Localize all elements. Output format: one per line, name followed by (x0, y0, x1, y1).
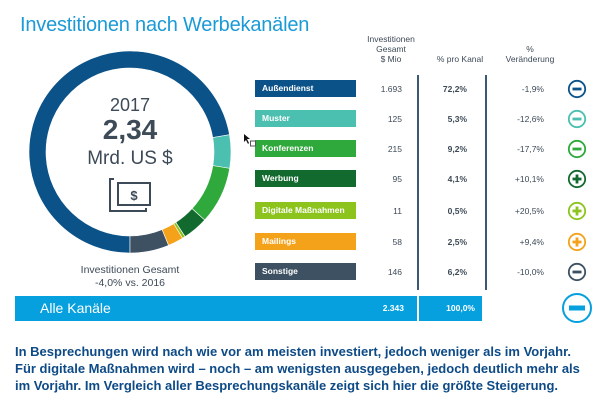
donut-slice-sonstige (129, 229, 169, 254)
cell-invest: 146 (387, 267, 402, 277)
header-investitionen: Investitionen Gesamt $ Mio (356, 34, 426, 64)
cell-change: -12,6% (517, 114, 544, 124)
summary-text: In Besprechungen wird nach wie vor am me… (15, 344, 580, 393)
total-row-divider (485, 296, 487, 321)
center-year: 2017 (109, 95, 151, 115)
donut-slice-konferenzen (191, 165, 231, 221)
cell-share: 9,2% (447, 144, 467, 154)
cell-change: +20,5% (514, 206, 544, 216)
center-total-value: 2,34 (102, 114, 158, 145)
minus-circle-icon (567, 139, 587, 159)
cell-invest: 11 (393, 206, 402, 216)
header-change: % Veränderung (490, 44, 570, 64)
header-invest-line2: Gesamt (376, 44, 406, 54)
total-row-share: 100,0% (446, 303, 475, 313)
channel-label: Außendienst (255, 80, 356, 97)
center-unit: Mrd. US $ (87, 148, 173, 169)
svg-text:$: $ (130, 188, 138, 203)
donut-slice-muster (212, 134, 232, 169)
cell-change: +9,4% (519, 237, 544, 247)
cell-share: 6,2% (447, 267, 467, 277)
cell-invest: 215 (387, 144, 402, 154)
total-caption: Investitionen Gesamt -4,0% vs. 2016 (40, 264, 220, 290)
plus-circle-icon (567, 232, 587, 252)
channel-label: Sonstige (255, 263, 356, 280)
minus-circle-icon (567, 79, 587, 99)
cell-invest: 125 (387, 114, 402, 124)
header-share: % pro Kanal (436, 54, 484, 64)
cell-invest: 1.693 (380, 84, 402, 94)
total-row-divider (417, 296, 419, 321)
cell-share: 0,5% (447, 206, 467, 216)
total-caption-change: -4,0% vs. 2016 (94, 277, 166, 289)
total-row (15, 296, 482, 321)
cell-share: 4,1% (447, 174, 467, 184)
plus-circle-icon (567, 169, 587, 189)
header-invest-line3: $ Mio (380, 54, 402, 64)
total-row-change: -4.0% (522, 303, 545, 313)
total-caption-label: Investitionen Gesamt (80, 264, 180, 276)
total-row-label: Alle Kanäle (40, 300, 111, 316)
cell-change: -1,9% (521, 84, 544, 94)
header-change-line1: % (526, 44, 534, 54)
mouse-cursor-icon (244, 134, 256, 147)
channel-label: Mailings (255, 233, 356, 250)
header-change-line2: Veränderung (505, 54, 555, 64)
header-invest-line1: Investitionen (367, 34, 415, 44)
minus-circle-icon (567, 262, 587, 282)
cell-share: 5,3% (447, 114, 467, 124)
donut-chart (28, 50, 232, 254)
cell-share: 72,2% (442, 84, 467, 94)
minus-circle-icon (562, 293, 592, 323)
channel-label: Konferenzen (255, 140, 356, 157)
cell-invest: 58 (392, 237, 402, 247)
plus-circle-icon (567, 201, 587, 221)
cell-share: 2,5% (447, 237, 467, 247)
cell-change: +10,1% (514, 174, 544, 184)
cell-invest: 95 (392, 174, 402, 184)
cell-change: -10,0% (517, 267, 544, 277)
channel-label: Digitale Maßnahmen (255, 202, 356, 219)
money-bill-icon: $ (109, 178, 151, 212)
page-title: Investitionen nach Werbekanälen (20, 14, 310, 36)
minus-circle-icon (567, 109, 587, 129)
cell-change: -17,7% (517, 144, 544, 154)
donut-slice-außendienst (28, 50, 230, 254)
column-divider (485, 75, 487, 290)
total-row-invest: 2.343 (382, 303, 404, 313)
column-divider (417, 75, 419, 290)
channel-label: Werbung (255, 170, 356, 187)
channel-label: Muster (255, 110, 356, 127)
